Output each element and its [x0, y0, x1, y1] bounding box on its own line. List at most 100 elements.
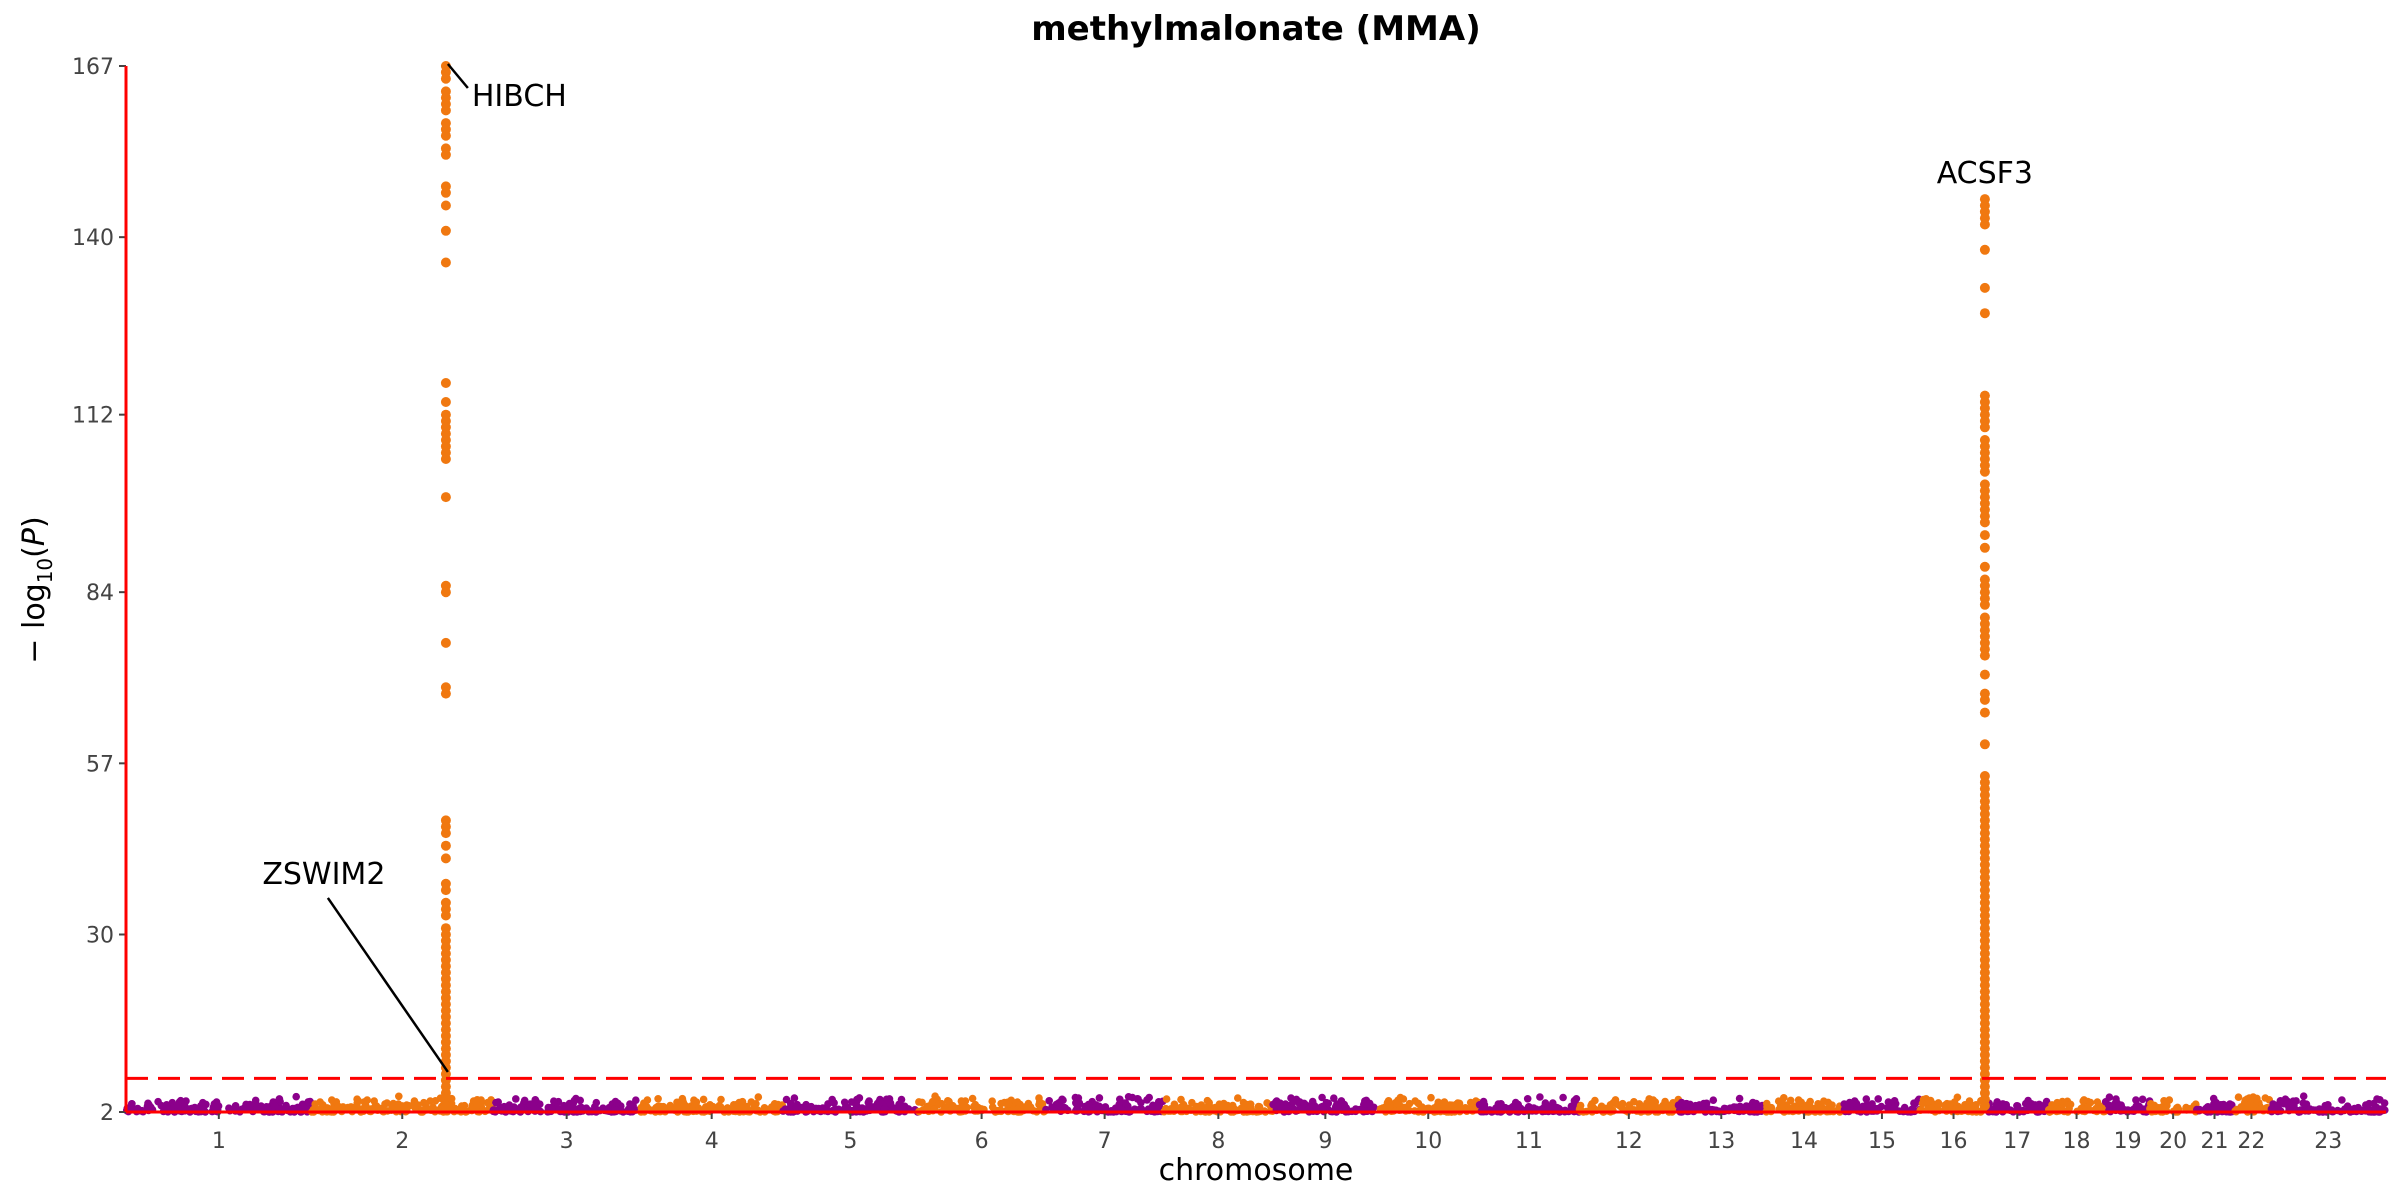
snp-point: [1559, 1093, 1567, 1102]
x-tick-label: 15: [1868, 1129, 1896, 1154]
snp-point: [1035, 1098, 1044, 1106]
snp-point: [2112, 1095, 2120, 1103]
data-points: [123, 61, 2389, 1116]
peak-snp-point: [1979, 599, 1990, 610]
snp-point: [1234, 1094, 1242, 1102]
x-tick-label: 2: [395, 1129, 409, 1154]
peak-snp-point: [1979, 1100, 1990, 1111]
snp-point: [1998, 1101, 2007, 1110]
snp-point: [1095, 1102, 1103, 1111]
x-tick-label: 21: [2201, 1129, 2229, 1154]
snp-point: [2135, 1102, 2143, 1111]
snp-point: [570, 1096, 579, 1105]
snp-point: [1002, 1099, 1011, 1108]
peak-points: [1979, 194, 1990, 1111]
snp-point: [626, 1100, 634, 1108]
snp-point: [1134, 1095, 1142, 1103]
snp-point: [318, 1101, 327, 1109]
peak-snp-point: [440, 637, 451, 648]
peak-snp-point: [440, 149, 451, 160]
peak-snp-point: [1979, 282, 1990, 293]
snp-point: [2021, 1099, 2030, 1108]
snp-point: [868, 1103, 877, 1111]
snp-point: [1475, 1101, 1484, 1109]
y-tick-label: 57: [86, 752, 114, 777]
snp-point: [1411, 1097, 1419, 1105]
y-tick-label: 112: [72, 404, 114, 429]
snp-point: [1514, 1100, 1522, 1109]
snp-point: [353, 1095, 361, 1103]
snp-point: [1682, 1099, 1691, 1108]
x-tick-label: 12: [1615, 1129, 1643, 1154]
snp-point: [786, 1099, 795, 1108]
x-tick-label: 23: [2314, 1129, 2342, 1154]
snp-point: [1918, 1099, 1927, 1108]
snp-point: [865, 1097, 873, 1105]
snp-point: [948, 1101, 957, 1110]
snp-point: [1330, 1094, 1338, 1102]
x-tick-label: 5: [843, 1129, 857, 1154]
snp-point: [632, 1096, 640, 1104]
peak-snp-point: [440, 853, 451, 864]
snp-point: [1570, 1096, 1579, 1105]
snp-point: [168, 1098, 177, 1107]
snp-point: [2165, 1096, 2174, 1104]
x-tick-label: 10: [1414, 1129, 1442, 1154]
snp-point: [1427, 1093, 1435, 1102]
snp-point: [931, 1092, 939, 1100]
snp-point: [1332, 1102, 1340, 1110]
x-tick-label: 9: [1318, 1129, 1332, 1154]
svg-text:− log10(P): − log10(P): [17, 516, 57, 663]
peak-snp-point: [1979, 650, 1990, 661]
snp-point: [1752, 1099, 1760, 1108]
peak-snp-point: [1979, 308, 1990, 319]
gene-annotations: HIBCH ZSWIM2 ACSF3: [262, 63, 2033, 1073]
snp-point: [1927, 1104, 1935, 1112]
snp-point: [2290, 1102, 2298, 1110]
peak-snp-point: [440, 257, 451, 268]
peak-snp-point: [440, 910, 451, 921]
snp-point: [1081, 1102, 1089, 1111]
snp-point: [2365, 1099, 2373, 1108]
peak-snp-point: [440, 492, 451, 503]
snp-point: [702, 1103, 711, 1111]
x-tick-label: 14: [1790, 1129, 1818, 1154]
snp-point: [395, 1092, 403, 1101]
snp-point: [1318, 1093, 1326, 1102]
snp-point: [2226, 1100, 2234, 1108]
snp-point: [1440, 1098, 1448, 1107]
x-tick-label: 6: [975, 1129, 989, 1154]
gene-annotation: HIBCH: [446, 63, 567, 114]
snp-point: [2084, 1103, 2092, 1112]
snp-point: [242, 1104, 251, 1113]
snp-point: [1244, 1101, 1252, 1109]
snp-point: [1643, 1099, 1651, 1107]
snp-point: [1115, 1100, 1123, 1109]
snp-point: [1709, 1096, 1718, 1104]
snp-point: [732, 1100, 741, 1109]
x-tick-label: 8: [1211, 1129, 1225, 1154]
snp-point: [1862, 1095, 1871, 1103]
snp-point: [422, 1103, 431, 1111]
snp-point: [2013, 1102, 2022, 1110]
snp-point: [754, 1093, 763, 1101]
peak-snp-point: [1979, 517, 1990, 528]
snp-point: [1203, 1096, 1212, 1105]
snp-point: [1659, 1101, 1667, 1110]
snp-point: [923, 1104, 931, 1112]
snp-point: [388, 1102, 396, 1110]
snp-point: [963, 1103, 971, 1112]
snp-point: [1197, 1101, 1206, 1109]
peak-snp-point: [1979, 244, 1990, 255]
snp-point: [1591, 1096, 1599, 1105]
x-tick-label: 18: [2063, 1129, 2091, 1154]
x-axis-label: chromosome: [1159, 1153, 1354, 1188]
snp-point: [1184, 1104, 1192, 1113]
snp-point: [270, 1102, 279, 1110]
annotation-label: HIBCH: [472, 79, 567, 114]
snp-point: [1853, 1101, 1861, 1110]
peak-snp-point: [1979, 422, 1990, 433]
peak-snp-point: [440, 397, 451, 407]
annotation-leader-line: [326, 897, 449, 1073]
snp-point: [677, 1098, 685, 1106]
